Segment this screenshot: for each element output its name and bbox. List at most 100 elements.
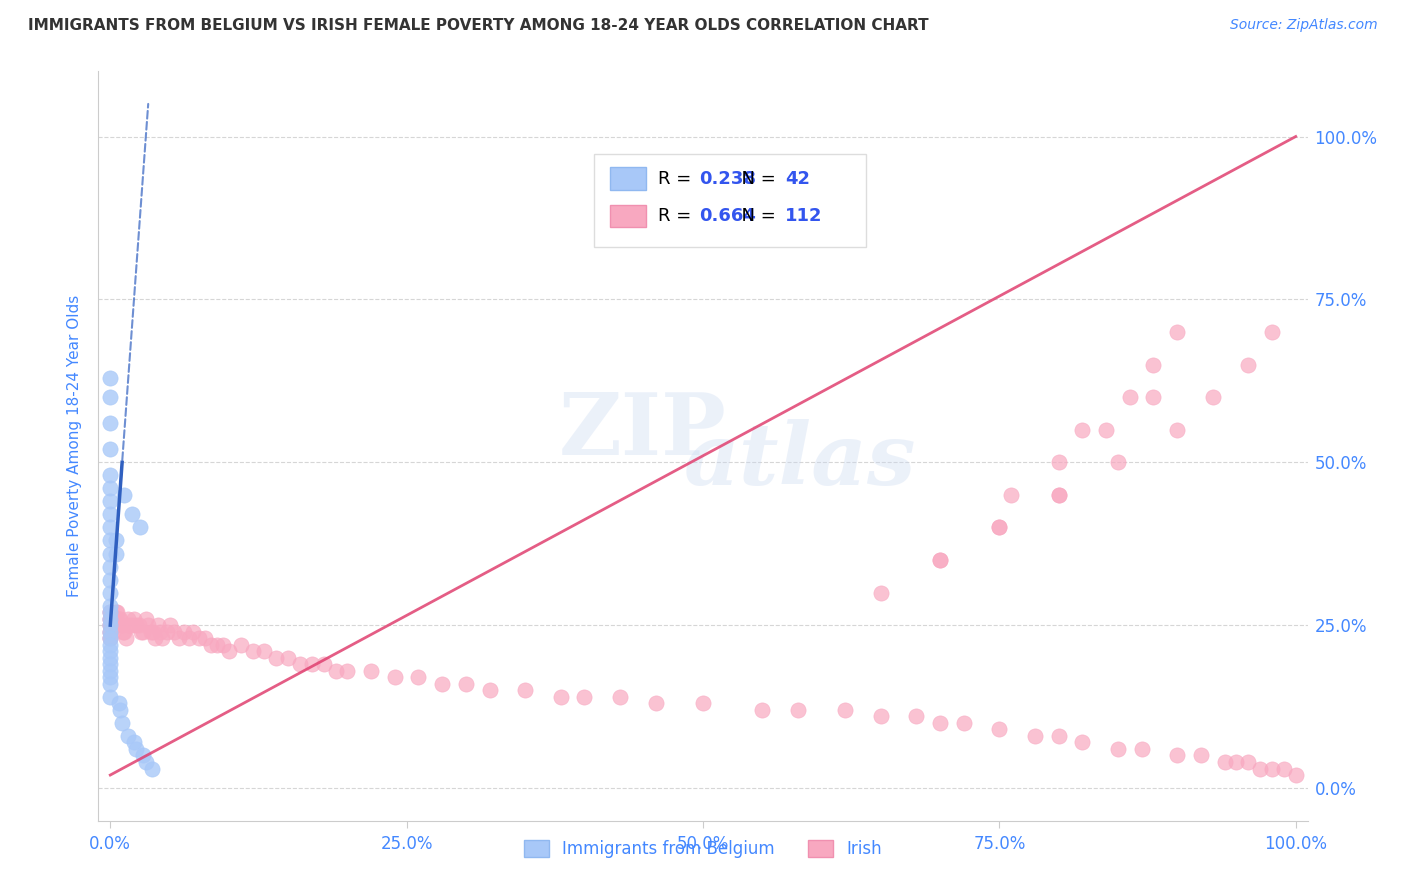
- Point: [152, 631, 174, 645]
- Point: [105, 605, 128, 619]
- Point: [111, 715, 134, 730]
- Point: [156, 624, 179, 639]
- Point: [129, 624, 152, 639]
- Point: [135, 612, 157, 626]
- Text: IMMIGRANTS FROM BELGIUM VS IRISH FEMALE POVERTY AMONG 18-24 YEAR OLDS CORRELATIO: IMMIGRANTS FROM BELGIUM VS IRISH FEMALE …: [28, 18, 929, 33]
- Point: [253, 644, 276, 658]
- Point: [111, 618, 134, 632]
- Point: [135, 755, 157, 769]
- Point: [1272, 762, 1295, 776]
- Point: [1142, 358, 1164, 372]
- Text: ZIP: ZIP: [558, 389, 727, 473]
- Point: [98, 650, 121, 665]
- Point: [1107, 742, 1129, 756]
- Point: [118, 618, 141, 632]
- Point: [1047, 455, 1070, 469]
- Point: [98, 612, 121, 626]
- Point: [194, 631, 217, 645]
- Point: [105, 605, 128, 619]
- Point: [301, 657, 323, 672]
- Point: [98, 390, 121, 404]
- FancyBboxPatch shape: [610, 205, 647, 227]
- Point: [1071, 735, 1094, 749]
- Point: [98, 573, 121, 587]
- Point: [188, 631, 211, 645]
- Text: 0.664: 0.664: [699, 207, 756, 225]
- Point: [644, 697, 666, 711]
- Point: [98, 624, 121, 639]
- Point: [229, 638, 252, 652]
- Point: [108, 612, 131, 626]
- Point: [929, 553, 952, 567]
- Text: N =: N =: [730, 169, 782, 187]
- Point: [98, 370, 121, 384]
- FancyBboxPatch shape: [595, 153, 866, 247]
- Text: 42: 42: [785, 169, 810, 187]
- Point: [98, 631, 121, 645]
- Point: [110, 618, 132, 632]
- Point: [432, 677, 454, 691]
- Point: [264, 650, 287, 665]
- Text: R =: R =: [658, 169, 697, 187]
- Text: 112: 112: [785, 207, 823, 225]
- Point: [277, 650, 299, 665]
- FancyBboxPatch shape: [610, 168, 647, 190]
- Point: [1166, 748, 1188, 763]
- Point: [1261, 762, 1284, 776]
- Point: [125, 618, 148, 632]
- Point: [177, 631, 200, 645]
- Point: [288, 657, 311, 672]
- Point: [550, 690, 572, 704]
- Text: atlas: atlas: [683, 419, 915, 503]
- Point: [108, 703, 131, 717]
- Point: [98, 657, 121, 672]
- Point: [98, 508, 121, 522]
- Point: [200, 638, 222, 652]
- Point: [98, 494, 121, 508]
- Point: [218, 644, 240, 658]
- Point: [117, 729, 139, 743]
- Point: [98, 631, 121, 645]
- Point: [1107, 455, 1129, 469]
- Point: [142, 624, 165, 639]
- Point: [98, 547, 121, 561]
- Point: [125, 742, 148, 756]
- Point: [98, 416, 121, 430]
- Legend: Immigrants from Belgium, Irish: Immigrants from Belgium, Irish: [517, 833, 889, 864]
- Point: [1095, 423, 1118, 437]
- Point: [869, 585, 891, 599]
- Point: [98, 442, 121, 457]
- Point: [98, 624, 121, 639]
- Point: [1071, 423, 1094, 437]
- Point: [114, 631, 136, 645]
- Point: [205, 638, 228, 652]
- Point: [98, 612, 121, 626]
- Point: [1142, 390, 1164, 404]
- Point: [167, 631, 190, 645]
- Point: [384, 670, 406, 684]
- Point: [98, 520, 121, 534]
- Point: [98, 468, 121, 483]
- Text: 0.238: 0.238: [699, 169, 756, 187]
- Point: [1000, 488, 1022, 502]
- Point: [98, 644, 121, 658]
- Point: [1047, 488, 1070, 502]
- Point: [1261, 325, 1284, 339]
- Point: [1166, 423, 1188, 437]
- Point: [751, 703, 773, 717]
- Point: [929, 553, 952, 567]
- Point: [98, 631, 121, 645]
- Point: [1237, 358, 1260, 372]
- Y-axis label: Female Poverty Among 18-24 Year Olds: Female Poverty Among 18-24 Year Olds: [67, 295, 83, 597]
- Point: [692, 697, 714, 711]
- Point: [98, 618, 121, 632]
- Point: [122, 735, 145, 749]
- Point: [905, 709, 928, 723]
- Point: [121, 618, 143, 632]
- Point: [988, 520, 1011, 534]
- Text: R =: R =: [658, 207, 697, 225]
- Point: [98, 618, 121, 632]
- Point: [1047, 488, 1070, 502]
- Point: [112, 624, 135, 639]
- Point: [988, 520, 1011, 534]
